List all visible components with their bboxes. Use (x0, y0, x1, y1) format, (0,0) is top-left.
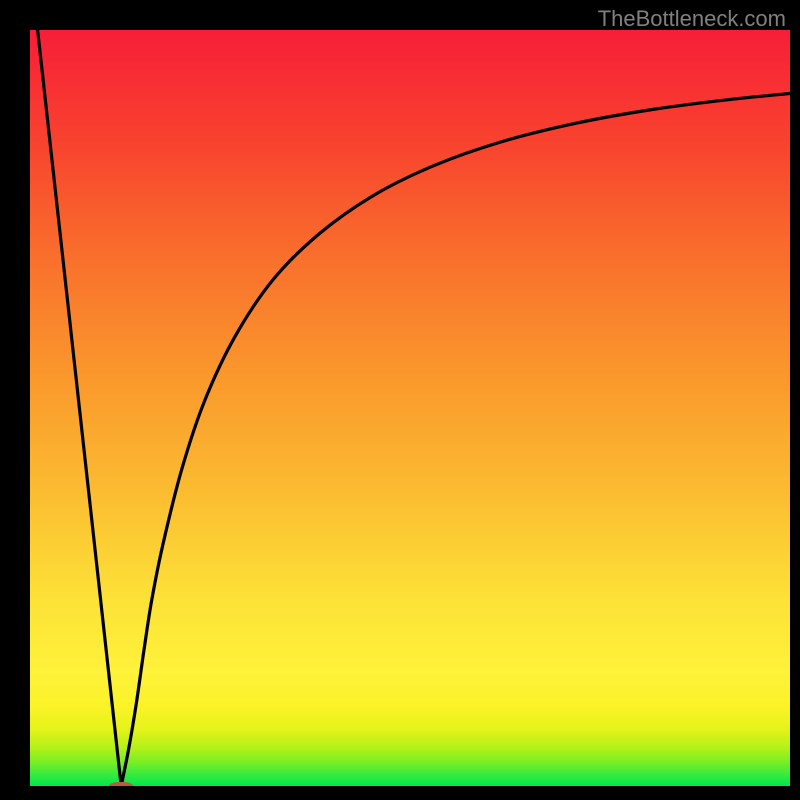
watermark-text: TheBottleneck.com (598, 6, 786, 32)
bottleneck-chart-canvas (30, 30, 790, 786)
chart-container (30, 30, 790, 786)
